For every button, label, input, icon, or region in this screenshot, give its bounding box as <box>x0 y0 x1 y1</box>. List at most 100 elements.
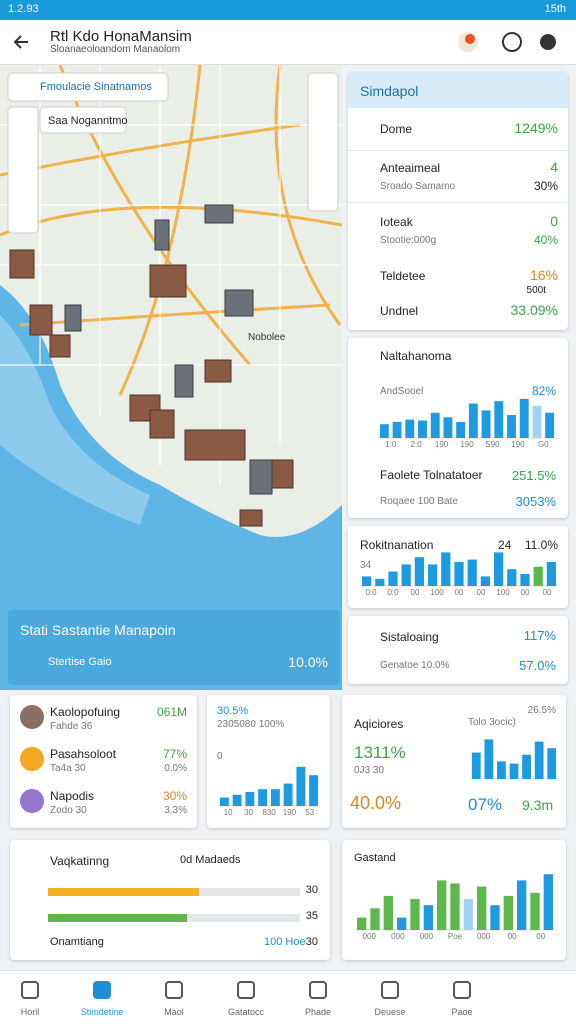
progress-title: Vaqkatinng <box>50 854 110 868</box>
row-value: 1249% <box>514 120 558 136</box>
chart-value: 82% <box>531 384 556 398</box>
bar <box>547 748 557 779</box>
decoration <box>7 106 39 234</box>
decoration <box>39 106 127 134</box>
map-chip[interactable]: Saa Noganntmo <box>48 115 128 127</box>
trend-row: Roqaee 100 Bate <box>380 496 458 507</box>
bar <box>493 552 504 586</box>
nav-label[interactable]: Stimdetine <box>80 1007 124 1017</box>
person-sub-value: 0.0% <box>164 763 187 774</box>
row-value: 33.09% <box>510 302 558 318</box>
bar <box>533 566 543 586</box>
bar <box>283 783 293 806</box>
bar <box>456 421 466 438</box>
nav-icon[interactable] <box>21 981 39 999</box>
bar <box>418 420 427 438</box>
agg-chart-title: Tolo 3ocic) <box>468 717 516 728</box>
bar <box>463 899 473 930</box>
nav-label[interactable]: Paoe <box>451 1007 473 1017</box>
x-label: 000 <box>363 932 377 941</box>
x-label: 1:0 <box>385 440 397 449</box>
mini-y-label: 0 <box>217 751 223 762</box>
title: Rtl Kdo HonaMansim <box>50 28 192 45</box>
status-title: Sistaloaing <box>380 630 439 644</box>
summary-card: Simdapol Dome 1249% Anteaimeal 4 Sroado Sam… <box>348 72 568 330</box>
x-label: G0 <box>538 440 549 449</box>
bar <box>430 412 440 438</box>
row-sub-label: Stootie:000g <box>380 235 437 246</box>
nav-label[interactable]: Phade <box>304 1007 332 1017</box>
person-sub: Zodo 30 <box>50 805 87 816</box>
bar <box>530 892 540 930</box>
bar <box>503 895 513 930</box>
nav-label[interactable]: Deuese <box>374 1007 406 1017</box>
nav-label[interactable]: Horil <box>20 1007 40 1017</box>
bar <box>522 754 531 779</box>
bar <box>361 576 372 586</box>
avatar <box>20 747 44 771</box>
nav-icon[interactable] <box>309 981 327 999</box>
progress-value: 30 <box>305 884 318 896</box>
progress-footer: Onamtiang <box>50 936 104 948</box>
trend-row-value: 3053% <box>515 494 556 509</box>
bar <box>309 775 319 806</box>
bar <box>375 578 385 586</box>
bar <box>543 874 553 930</box>
bar <box>357 917 367 930</box>
nav-label[interactable]: Gatatocc <box>227 1007 265 1017</box>
nav-icon[interactable] <box>453 981 471 999</box>
map[interactable] <box>0 65 342 690</box>
trend-title: Naltahanoma <box>380 349 452 363</box>
decoration <box>540 34 556 50</box>
person-value: 30% <box>162 789 187 803</box>
bottom-nav: Horil Stimdetine Maol Gatatocc Phade Deuese Pa… <box>0 970 576 1024</box>
bar <box>437 880 447 930</box>
progress-fill <box>48 914 187 922</box>
bar <box>507 415 516 438</box>
nav-icon[interactable] <box>165 981 183 999</box>
map-card-value: 10.0% <box>288 654 328 670</box>
bar <box>534 741 544 779</box>
decoration <box>307 72 339 212</box>
decoration <box>118 65 202 396</box>
back-button[interactable] <box>12 32 32 52</box>
bar <box>467 559 477 586</box>
decoration <box>0 285 342 690</box>
decoration <box>502 32 522 52</box>
nav-icon[interactable] <box>237 981 255 999</box>
decoration: Ioteak 0 Stootie:000g 40% <box>348 202 568 254</box>
bar <box>388 571 398 586</box>
nav-icon[interactable] <box>381 981 399 999</box>
row-label: Teldetee <box>380 269 426 283</box>
x-label: 00 <box>521 588 530 597</box>
bar <box>480 576 491 586</box>
nav-icon[interactable] <box>93 981 111 999</box>
bar <box>441 552 451 586</box>
row-value: 16% <box>529 267 558 283</box>
bar <box>232 794 242 806</box>
progress-footer-value: 30 <box>305 936 318 948</box>
decoration <box>184 429 246 461</box>
bar <box>258 789 268 806</box>
subtitle: Sloanaeoloandom Manaolom <box>50 44 181 55</box>
agg-value-d: 9.3m <box>522 797 554 813</box>
x-label: 100 <box>496 588 510 597</box>
header-icons[interactable] <box>456 30 556 54</box>
nav-label[interactable]: Maol <box>164 1007 184 1017</box>
map-search[interactable]: Fmoulacie Sinatnamos <box>40 81 152 93</box>
status-bar: 1.2.93 15th <box>0 0 576 20</box>
bar <box>507 569 517 586</box>
bar <box>410 899 420 930</box>
bar <box>450 883 460 930</box>
agg-value-a: 1311% <box>354 743 406 762</box>
decoration: Anteaimeal 4 Sroado Samamo 30% <box>348 150 568 202</box>
decoration <box>9 249 294 527</box>
bar <box>477 886 487 930</box>
decoration <box>149 409 175 439</box>
agg-sub-a: 0J3 30 <box>354 765 385 776</box>
decoration <box>465 34 475 44</box>
row-label: Ioteak <box>380 215 413 229</box>
status-label: Genatoe 10.0% <box>380 660 450 671</box>
map-card[interactable]: Stati Sastantie Manapoin Stertise Gaio 1… <box>8 610 340 685</box>
